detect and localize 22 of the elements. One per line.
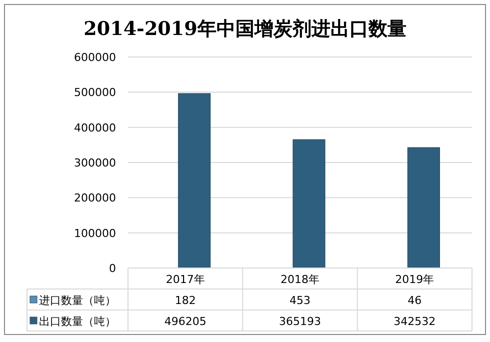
data-label: 453 — [290, 294, 310, 307]
data-label: 182 — [174, 294, 196, 307]
bar — [178, 93, 211, 268]
y-tick-label: 0 — [109, 262, 116, 275]
x-tick-label: 2019年 — [395, 273, 434, 286]
y-tick-label: 600000 — [74, 51, 116, 64]
bar — [292, 139, 326, 268]
data-label: 365193 — [279, 315, 321, 328]
data-label: 46 — [408, 294, 422, 307]
x-tick-label: 2017年 — [166, 273, 205, 286]
legend-label: 出口数量（吨） — [39, 315, 116, 328]
legend-label: 进口数量（吨） — [39, 294, 116, 307]
y-tick-label: 100000 — [74, 226, 116, 240]
x-tick-label: 2018年 — [280, 273, 320, 286]
data-label: 342532 — [394, 315, 436, 328]
bar — [407, 147, 440, 268]
y-tick-label: 300000 — [74, 156, 116, 170]
y-tick-label: 400000 — [74, 121, 116, 134]
chart-title: 2014-2019年中国增炭剂进出口数量 — [84, 18, 406, 40]
y-tick-label: 500000 — [74, 86, 116, 100]
y-tick-label: 200000 — [74, 192, 116, 205]
data-label: 496205 — [164, 315, 206, 328]
